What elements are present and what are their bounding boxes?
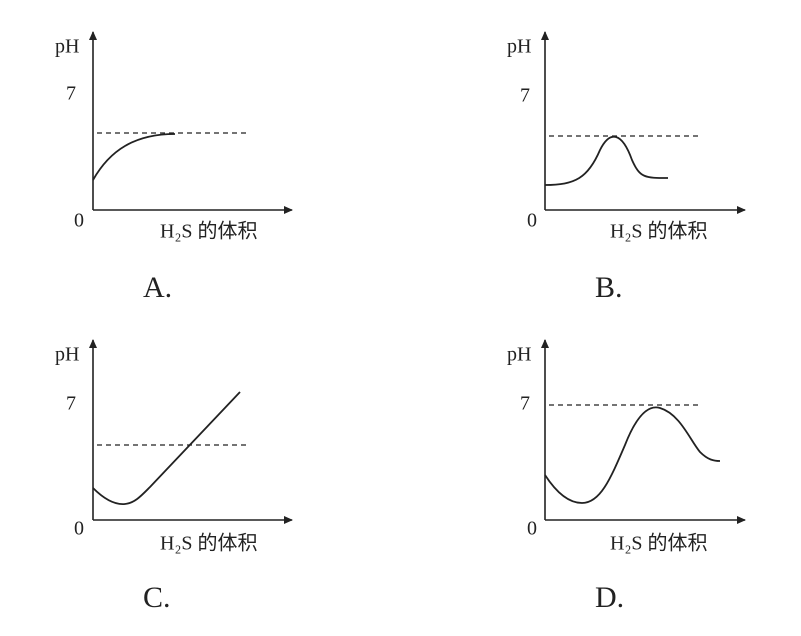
y-label: pH: [507, 36, 531, 58]
x-label: H₂S 的体积: [160, 220, 258, 243]
panel-d: pH 7 0 H₂S 的体积 D.: [507, 339, 746, 614]
y-tick: 7: [66, 83, 76, 105]
curve: [544, 135, 669, 186]
origin: 0: [527, 518, 537, 540]
panel-b: pH 7 0 H₂S 的体积 B.: [507, 31, 746, 304]
y-label: pH: [55, 36, 79, 58]
curve: [92, 391, 241, 505]
origin: 0: [527, 210, 537, 232]
origin: 0: [74, 210, 84, 232]
caption: D.: [595, 581, 624, 614]
caption: B.: [595, 271, 623, 304]
x-label: H₂S 的体积: [610, 532, 708, 555]
curve: [544, 406, 721, 504]
y-tick: 7: [520, 393, 530, 415]
caption: C.: [143, 581, 171, 614]
x-label: H₂S 的体积: [610, 220, 708, 243]
panel-c: pH 7 0 H₂S 的体积 C.: [55, 339, 293, 614]
x-label: H₂S 的体积: [160, 532, 258, 555]
y-tick: 7: [66, 393, 76, 415]
y-tick: 7: [520, 85, 530, 107]
y-label: pH: [55, 344, 79, 366]
panel-a: pH 7 0 H₂S 的体积 A.: [55, 31, 293, 304]
caption: A.: [143, 271, 172, 304]
y-label: pH: [507, 344, 531, 366]
curve: [92, 133, 176, 181]
origin: 0: [74, 518, 84, 540]
